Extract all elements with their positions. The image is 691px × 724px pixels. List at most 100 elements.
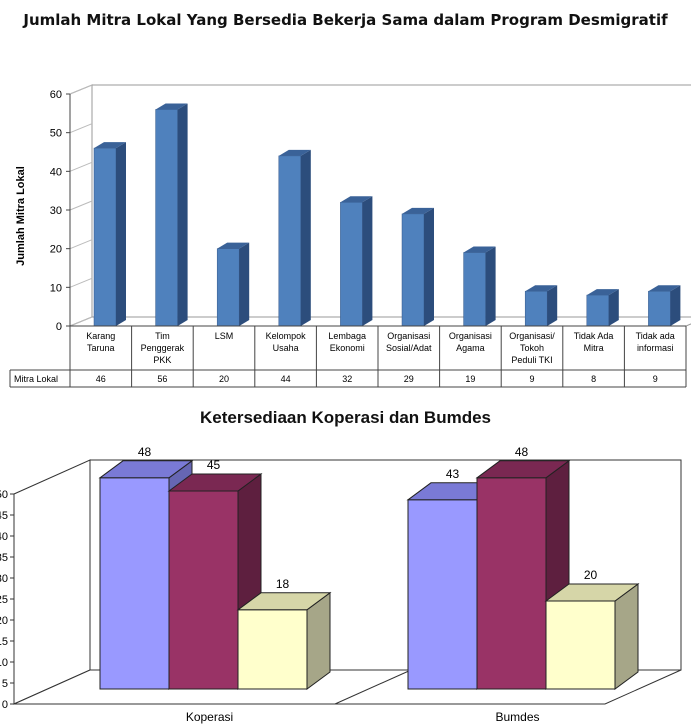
chart1-bar [155,109,178,327]
chart1-category-label: Sosial/Adat [386,343,432,353]
chart1-bar [278,155,302,327]
chart1-bar-top [402,207,434,214]
chart2-value-label: 45 [207,458,221,472]
chart1-bar-top [340,196,373,203]
chart1-category-label: Karang [86,331,115,341]
chart1-bar-top [155,103,188,110]
chart1-series-name: Mitra Lokal [14,374,58,384]
chart1-category-label: Tidak Ada [574,331,614,341]
chart2-bar [545,600,616,690]
chart1-category-label: Organisasi/ [509,331,555,341]
chart1-ytick-label: 50 [50,128,62,140]
chart1-value-label: 9 [653,374,658,384]
chart1-bar [463,252,486,327]
chart1-value-label: 8 [591,374,596,384]
chart2-bar-top [544,583,640,602]
chart2-bar-top [167,473,263,492]
chart2-value-label: 43 [446,467,460,481]
chart2-bar [237,609,308,690]
chart1-bar-side [485,246,496,326]
chart2-category-label: Bumdes [495,710,539,724]
chart2-ytick-label: 30 [0,573,8,585]
chart1-category-label: Taruna [87,343,115,353]
chart1-ytick-label: 0 [56,321,62,333]
chart1-bar-top [94,142,126,149]
chart1-bar [216,248,240,327]
chart1-ytick-diag [69,277,93,288]
chart1-ytick-diag [69,123,93,134]
chart1-category-label: PKK [153,355,171,365]
chart1-bar-top [278,149,311,156]
chart1-category-label: Mitra [584,343,604,353]
chart2-ytick-label: 25 [0,594,8,606]
chart1-ytick-diag [69,200,93,211]
chart1-bar-side [362,196,373,326]
chart1-bar-side [547,285,558,326]
chart1-bar-side [116,142,126,326]
chart2-ytick-label: 0 [2,699,8,711]
chart1-category-label: Agama [456,343,485,353]
chart1-bar-side [670,285,681,326]
chart1-category-label: Organisasi [387,331,430,341]
chart1-category-label: LSM [215,331,234,341]
chart1-bar-top [648,285,681,292]
chart2-ytick-label: 10 [0,657,8,669]
chart1-category-label: Ekonomi [330,343,365,353]
chart1-plot: 0 10 20 30 40 50 60 Jumlah Mitra Lokal Karang Tar… [9,84,691,388]
chart2-title: Ketersediaan Koperasi dan Bumdes [200,408,491,427]
chart1-value-label: 32 [342,374,352,384]
chart1-value-label: 20 [219,374,229,384]
chart1-value-label: 29 [404,374,414,384]
chart1-category-label: Kelompok [266,331,307,341]
chart1-bar [524,290,548,327]
chart1-bar-side [608,289,619,326]
chart1-category-label: Organisasi [449,331,492,341]
chart2-bar-top [475,460,571,479]
chart2-bar [168,490,239,690]
chart2-category-label: Koperasi [186,710,233,724]
chart2-plot: 0 5 10 15 20 25 30 35 40 45 50 48 43 45 48 18 20 Koperasi… [0,445,682,724]
chart2-bar [99,477,170,690]
chart1-bar [93,147,117,327]
chart1-ytick-label: 40 [50,166,62,178]
chart1-bar-side [424,207,434,326]
chart2-bar-top [236,592,332,611]
chart1-category-label: Penggerak [141,343,185,353]
chart2-bar-top [98,460,194,479]
chart1-value-label: 46 [96,374,106,384]
chart2-bar-side [614,583,639,690]
chart2-category-divider [334,669,412,705]
chart1-category-label: Tokoh [520,343,544,353]
chart2-ytick-label: 50 [0,489,8,501]
chart1-bar [340,202,363,327]
chart2-bar [407,499,478,690]
chart1-bar-side [300,149,311,326]
chart2-ytick-label: 20 [0,615,8,627]
chart1-bar-top [586,289,619,296]
chart1-value-label: 56 [157,374,167,384]
chart2-ytick-label: 40 [0,531,8,543]
chart1-category-label: Peduli TKI [511,355,552,365]
chart1-value-label: 44 [281,374,291,384]
chart2-value-label: 18 [276,577,290,591]
chart2-ytick-label: 35 [0,552,8,564]
chart1-category-label: Tim [155,331,170,341]
chart2-side-wall [13,459,91,705]
chart2-bar [476,477,547,690]
chart1-bar [401,213,425,327]
chart2-ytick-label: 5 [2,678,8,690]
chart2-ytick-label: 15 [0,636,8,648]
chart1-value-label: 19 [465,374,475,384]
chart1-bar [648,290,671,327]
chart1-category-label: informasi [637,343,674,353]
chart1-bar-top [217,242,250,249]
chart1-ytick-diag [69,239,93,250]
chart2-value-label: 48 [515,445,529,459]
chart1-bar-top [463,246,496,253]
chart1-value-label: 9 [529,374,534,384]
chart1-category-label: Usaha [273,343,299,353]
chart1-ytick-label: 60 [50,89,62,101]
chart1-category-label: Lembaga [328,331,366,341]
chart2-value-label: 20 [584,568,598,582]
chart1-ytick-label: 10 [50,282,62,294]
